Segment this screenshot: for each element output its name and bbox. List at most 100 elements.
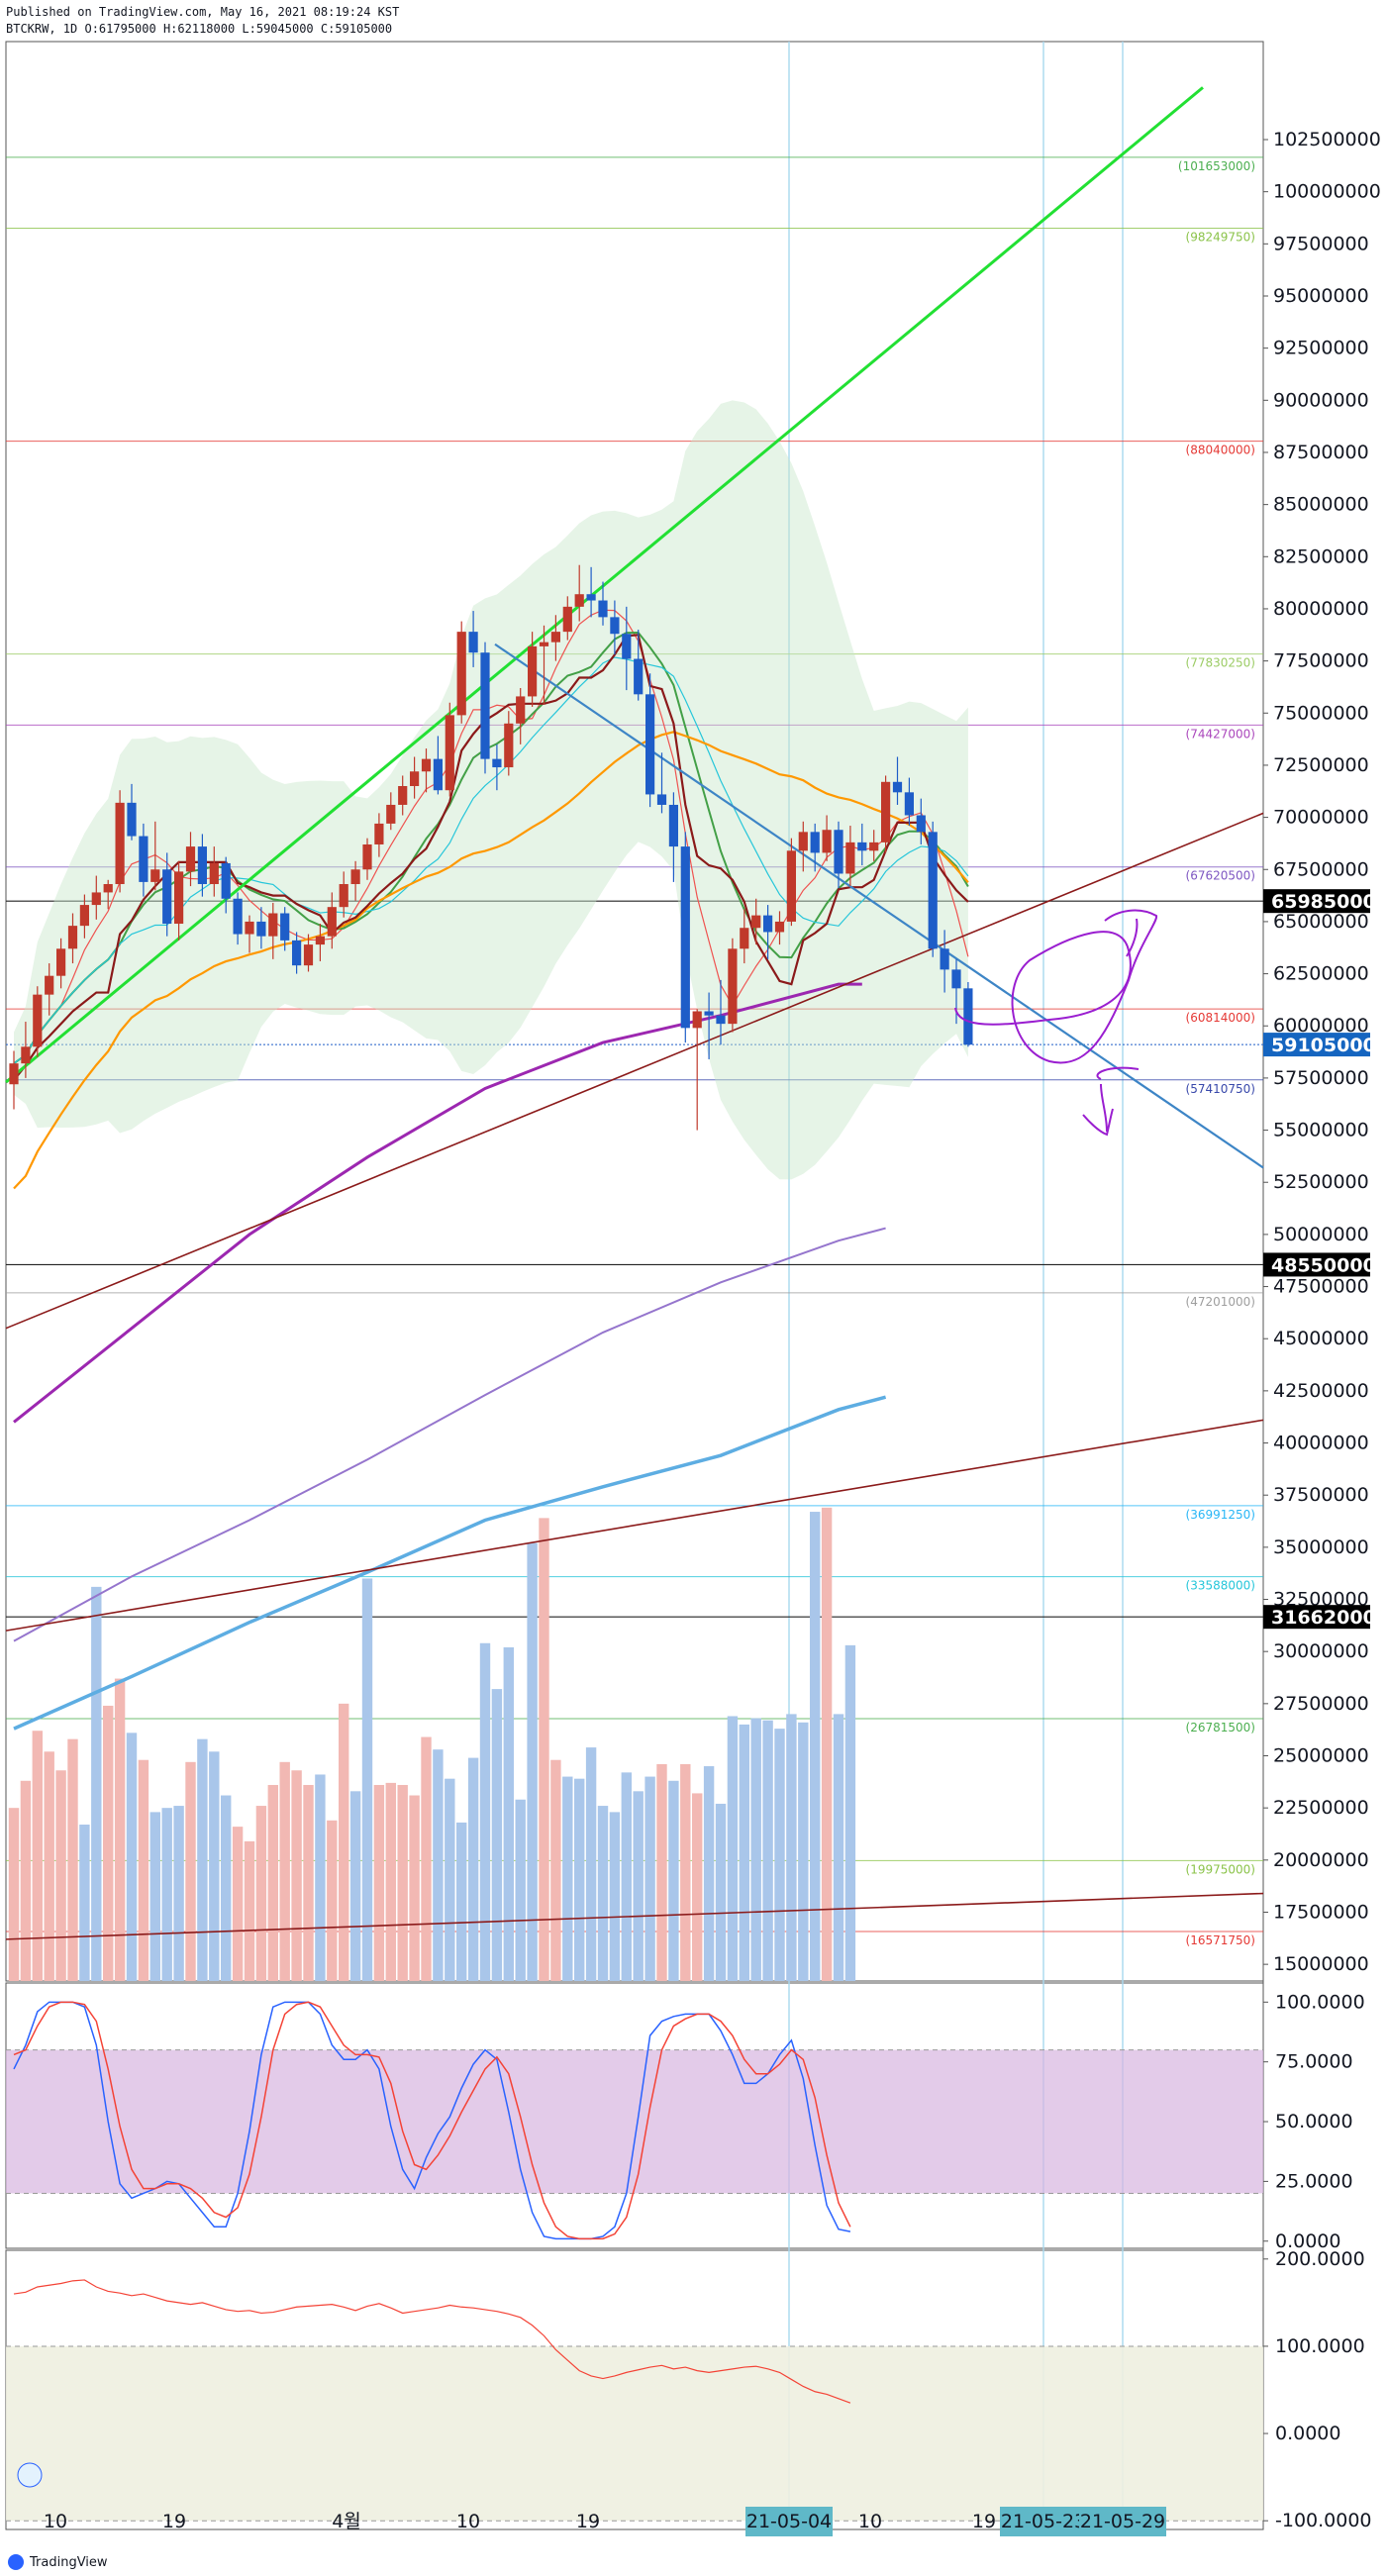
time-tag-bg-8 — [1000, 2507, 1087, 2536]
published-line: Published on TradingView.com, May 16, 20… — [6, 5, 400, 19]
level-label-8: (47201000) — [1186, 1295, 1255, 1309]
candle-body-5 — [67, 926, 78, 949]
candle-body-75 — [892, 781, 903, 793]
candle-body-81 — [963, 988, 973, 1045]
volume-bar-12 — [149, 1812, 160, 1981]
level-label-10: (33588000) — [1186, 1579, 1255, 1593]
uptrend-line-green — [5, 86, 1204, 1084]
volume-bar-54 — [644, 1776, 655, 1981]
candle-body-50 — [598, 600, 608, 618]
price-tick-label-22: 47500000 — [1273, 1276, 1369, 1298]
volume-bar-51 — [609, 1812, 621, 1981]
symbol-info-line: BTCKRW, 1D O:61795000 H:62118000 L:59045… — [6, 22, 393, 36]
volume-bar-52 — [621, 1772, 632, 1981]
candle-body-62 — [740, 928, 749, 949]
volume-bar-11 — [138, 1759, 149, 1981]
volume-bar-14 — [173, 1806, 184, 1981]
candle-body-0 — [9, 1063, 19, 1085]
candle-body-53 — [634, 658, 644, 695]
price-tick-label-34: 17500000 — [1273, 1901, 1369, 1923]
price-tick-label-15: 65000000 — [1273, 911, 1369, 933]
stochastic-pane — [6, 2001, 1263, 2240]
candle-body-77 — [916, 815, 926, 833]
volume-bar-69 — [821, 1507, 833, 1981]
candle-body-15 — [185, 846, 196, 872]
time-label-7: 19 — [972, 2511, 996, 2532]
volume-bar-25 — [303, 1784, 314, 1981]
price-tick-label-26: 37500000 — [1273, 1484, 1369, 1506]
volume-bar-32 — [385, 1782, 396, 1981]
candle-body-20 — [245, 921, 254, 935]
candle-body-16 — [197, 846, 207, 885]
candle-body-66 — [786, 850, 796, 922]
ma-mid-line — [13, 631, 969, 1064]
time-label-5: 21-05-04 — [746, 2511, 832, 2532]
level-label-9: (36991250) — [1186, 1508, 1255, 1522]
candle-body-55 — [656, 794, 667, 805]
time-label-3: 10 — [456, 2511, 480, 2532]
candle-body-7 — [91, 892, 101, 906]
volume-bar-2 — [32, 1731, 43, 1981]
volume-bar-6 — [79, 1825, 90, 1981]
price-tick-label-11: 75000000 — [1273, 702, 1369, 724]
candle-body-47 — [562, 606, 572, 633]
price-axis[interactable]: 102500000 100000000 97500000 95000000 925000… — [1263, 129, 1381, 2531]
candle-body-8 — [103, 884, 113, 893]
candle-body-59 — [704, 1011, 714, 1016]
volume-bar-63 — [750, 1718, 761, 1981]
candle-body-19 — [233, 898, 243, 935]
volume-bar-17 — [209, 1751, 220, 1981]
volume-bar-67 — [798, 1722, 809, 1981]
candle-body-79 — [940, 948, 949, 970]
volume-bar-55 — [656, 1763, 667, 1981]
time-tag-bg-5 — [745, 2507, 833, 2536]
candle-body-24 — [292, 940, 302, 966]
candle-body-18 — [221, 862, 231, 899]
volume-bar-27 — [327, 1820, 338, 1981]
volume-bar-37 — [445, 1778, 455, 1981]
candle-body-44 — [528, 645, 538, 697]
uptrend-line-darkred-3 — [5, 1892, 1264, 1940]
price-tick-label-31: 25000000 — [1273, 1745, 1369, 1767]
time-label-8: 21-05-23 — [1001, 2511, 1086, 2532]
price-tick-label-6: 87500000 — [1273, 442, 1369, 463]
candle-body-51 — [610, 617, 620, 635]
volume-bar-62 — [739, 1724, 749, 1981]
price-tick-label-1: 100000000 — [1273, 181, 1381, 203]
price-tick-label-13: 70000000 — [1273, 807, 1369, 829]
price-tick-label-19: 55000000 — [1273, 1120, 1369, 1141]
volume-bar-50 — [597, 1806, 609, 1981]
volume-bar-35 — [421, 1736, 432, 1981]
volume-bar-21 — [255, 1806, 267, 1981]
volume-bar-34 — [409, 1795, 420, 1981]
stoch-tick-label-4: 0.0000 — [1275, 2230, 1340, 2252]
cci-band — [6, 2345, 1263, 2522]
candle-body-41 — [492, 758, 502, 768]
price-tick-label-21: 50000000 — [1273, 1224, 1369, 1245]
candle-body-71 — [845, 842, 855, 874]
price-tick-label-2: 97500000 — [1273, 233, 1369, 254]
candle-body-34 — [410, 771, 420, 787]
volume-bar-18 — [221, 1795, 232, 1981]
stoch-line-1 — [13, 2001, 851, 2240]
ma-lavender-line — [13, 1227, 886, 1642]
candle-body-78 — [928, 832, 938, 949]
price-tag-label-3: 31662000 — [1271, 1607, 1376, 1629]
candle-body-65 — [774, 921, 785, 933]
candle-body-17 — [209, 862, 219, 885]
volume-bar-20 — [244, 1840, 255, 1981]
volume-bar-23 — [279, 1761, 290, 1981]
price-tick-label-7: 85000000 — [1273, 494, 1369, 516]
price-tick-label-25: 40000000 — [1273, 1433, 1369, 1454]
candle-body-43 — [516, 696, 526, 724]
volume-bar-65 — [774, 1729, 785, 1981]
stoch-tick-label-1: 75.0000 — [1275, 2051, 1353, 2073]
stoch-tick-label-3: 25.0000 — [1275, 2170, 1353, 2192]
candle-body-48 — [574, 594, 584, 607]
volume-bar-56 — [668, 1780, 679, 1981]
price-tag-bg-3 — [1263, 1605, 1370, 1630]
candle-body-73 — [869, 842, 879, 851]
candle-body-29 — [350, 869, 360, 885]
candle-body-28 — [339, 884, 348, 908]
